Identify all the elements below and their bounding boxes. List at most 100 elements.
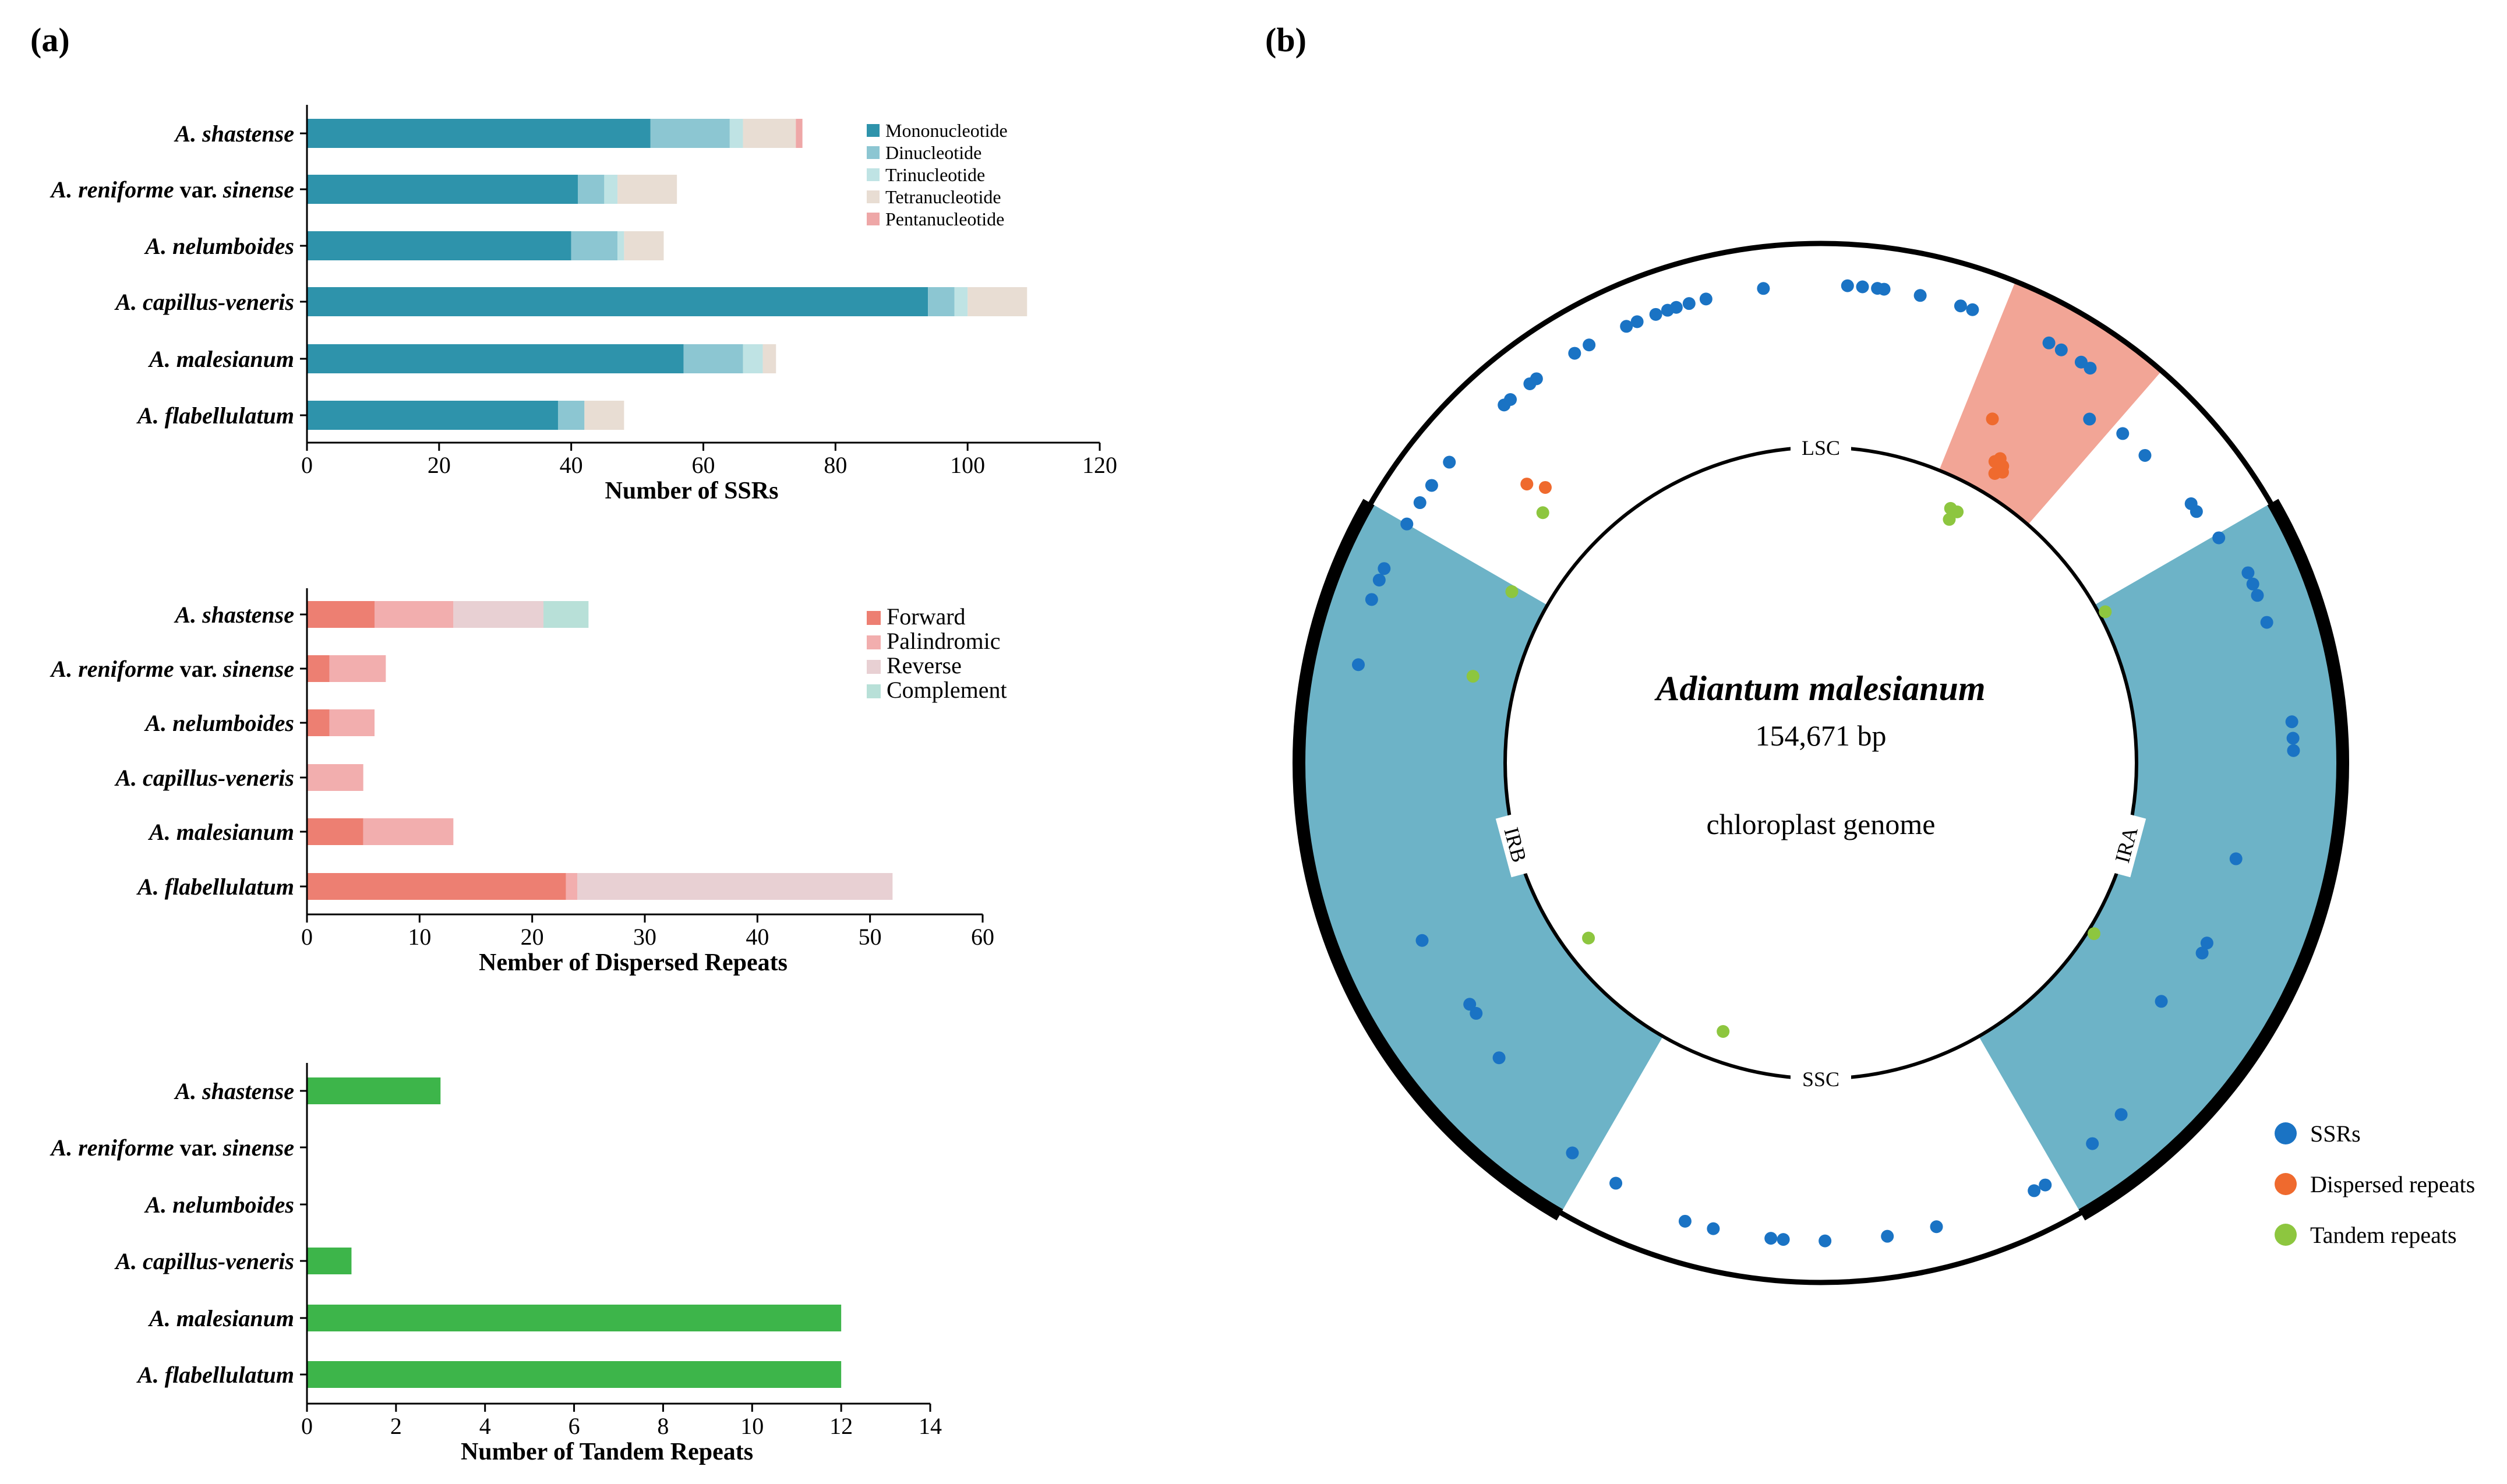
ssr-point	[2195, 946, 2209, 960]
x-tick-label: 12	[829, 1413, 853, 1439]
ssr-point	[1764, 1232, 1778, 1245]
category-label-a-reniforme-var-sinense: A. reniforme var. sinense	[50, 176, 294, 203]
dispersed-repeats-bar-chart: A. shastense A. reniforme var. sinense A. …	[50, 588, 1007, 976]
legend-dot-ssrs	[2275, 1122, 2297, 1144]
category-label-a-malesianum: A. malesianum	[147, 819, 294, 845]
legend-label-palindromic: Palindromic	[887, 628, 1001, 654]
bar-dinucleotide-a-capillus-veneris	[928, 287, 955, 316]
bar-reverse-a-shastense	[453, 601, 543, 628]
category-label-part: sinense	[223, 176, 294, 203]
ssr-point	[1707, 1222, 1720, 1235]
category-label-a-flabellulatum: A. flabellulatum	[136, 1362, 294, 1388]
ssr-point	[2086, 1137, 2099, 1150]
ssr-point	[1609, 1176, 1623, 1190]
tandem-repeat-point	[1717, 1025, 1730, 1038]
bar-tetranucleotide-a-shastense	[743, 119, 796, 148]
x-tick-label: 60	[971, 924, 994, 950]
x-axis-title: Nember of Dispersed Repeats	[479, 949, 788, 976]
ssr-point	[1678, 1214, 1692, 1228]
ssr-point	[1372, 573, 1386, 586]
category-label-a-capillus-veneris: A. capillus-veneris	[114, 765, 294, 791]
highlight-wedge	[1939, 281, 2162, 525]
bar-trinucleotide-a-capillus-veneris	[954, 287, 968, 316]
category-label-a-nelumboides: A. nelumboides	[143, 710, 294, 736]
x-tick-label: 100	[950, 452, 985, 478]
bar-tandem-repeats-a-shastense	[307, 1077, 441, 1104]
legend-swatch-mononucleotide	[867, 124, 880, 137]
x-tick-label: 4	[479, 1413, 491, 1439]
x-tick-label: 14	[919, 1413, 942, 1439]
ssr-point	[1463, 998, 1477, 1011]
ssr-point	[2212, 531, 2226, 545]
legend-dot-tandem-repeats	[2275, 1224, 2297, 1246]
bar-trinucleotide-a-malesianum	[743, 344, 763, 373]
ssr-point	[1620, 320, 1633, 333]
ssr-point	[2285, 715, 2298, 729]
ssr-point	[1378, 562, 1391, 575]
category-label-a-shastense: A. shastense	[174, 602, 295, 628]
bar-palindromic-a-nelumboides	[329, 709, 375, 736]
legend-swatch-reverse	[867, 660, 881, 674]
legend-label-ssrs: SSRs	[2310, 1121, 2361, 1147]
category-label-part: sinense	[223, 656, 294, 682]
dispersed-repeat-point	[1996, 460, 2010, 473]
bar-pentanucleotide-a-shastense	[796, 119, 803, 148]
ssr-point	[2286, 732, 2300, 745]
tandem-repeat-point	[1582, 931, 1595, 945]
ssr-point	[2042, 336, 2056, 349]
bar-forward-a-reniforme-var-sinense	[307, 655, 330, 682]
category-label-a-capillus-veneris: A. capillus-veneris	[114, 1248, 294, 1274]
category-label-part: var.	[174, 656, 223, 682]
x-axis-title: Number of SSRs	[605, 478, 779, 504]
x-tick-label: 30	[633, 924, 656, 950]
ssr-point	[1954, 299, 1967, 313]
category-label-part: var.	[174, 176, 223, 203]
ssr-point	[1470, 1006, 1483, 1020]
bar-trinucleotide-a-reniforme-var-sinense	[604, 175, 618, 204]
ssr-point	[1913, 289, 1927, 302]
bar-forward-a-flabellulatum	[307, 873, 566, 900]
legend-label-pentanucleotide: Pentanucleotide	[885, 209, 1004, 229]
bar-palindromic-a-shastense	[375, 601, 454, 628]
bar-dinucleotide-a-malesianum	[683, 344, 743, 373]
ssr-point	[1425, 479, 1438, 492]
bar-mononucleotide-a-flabellulatum	[307, 401, 558, 430]
ssr-point	[1630, 315, 1644, 328]
x-tick-label: 50	[859, 924, 882, 950]
ssr-point	[2138, 448, 2152, 462]
ssr-bar-chart: A. shastense A. reniforme var. sinense A. …	[50, 105, 1117, 504]
category-label-a-nelumboides: A. nelumboides	[143, 233, 294, 259]
bar-dinucleotide-a-reniforme-var-sinense	[578, 175, 605, 204]
region-label-bg	[1791, 434, 1851, 460]
category-label-a-reniforme-var-sinense: A. reniforme var. sinense	[50, 1135, 294, 1161]
dispersed-repeat-point	[1538, 480, 1552, 494]
legend-swatch-tetranucleotide	[867, 190, 880, 203]
ssr-point	[1352, 658, 1365, 672]
ssr-point	[1568, 347, 1581, 360]
bar-dinucleotide-a-flabellulatum	[557, 401, 585, 430]
ir-arc-irb	[1292, 499, 1563, 1221]
bar-tetranucleotide-a-nelumboides	[624, 231, 664, 260]
x-tick-label: 10	[408, 924, 431, 950]
x-tick-label: 0	[301, 924, 313, 950]
x-tick-label: 80	[824, 452, 847, 478]
ssr-point	[1566, 1146, 1579, 1160]
category-label-a-shastense: A. shastense	[174, 121, 295, 147]
ssr-point	[2083, 412, 2096, 426]
category-label-part: var.	[174, 1135, 223, 1161]
ssr-point	[2200, 937, 2213, 950]
bar-mononucleotide-a-malesianum	[307, 344, 684, 373]
x-tick-label: 10	[740, 1413, 764, 1439]
category-label-a-reniforme-var-sinense: A. reniforme var. sinense	[50, 656, 294, 682]
x-tick-label: 60	[692, 452, 715, 478]
ssr-point	[2190, 505, 2203, 518]
region-label-ssc: SSC	[1791, 1066, 1851, 1091]
ssr-point	[1841, 279, 1854, 292]
bar-tetranucleotide-a-reniforme-var-sinense	[617, 175, 677, 204]
ssr-point	[1966, 303, 1979, 316]
ssr-point	[1930, 1220, 1943, 1234]
bar-dinucleotide-a-nelumboides	[571, 231, 618, 260]
legend-swatch-palindromic	[867, 635, 881, 649]
